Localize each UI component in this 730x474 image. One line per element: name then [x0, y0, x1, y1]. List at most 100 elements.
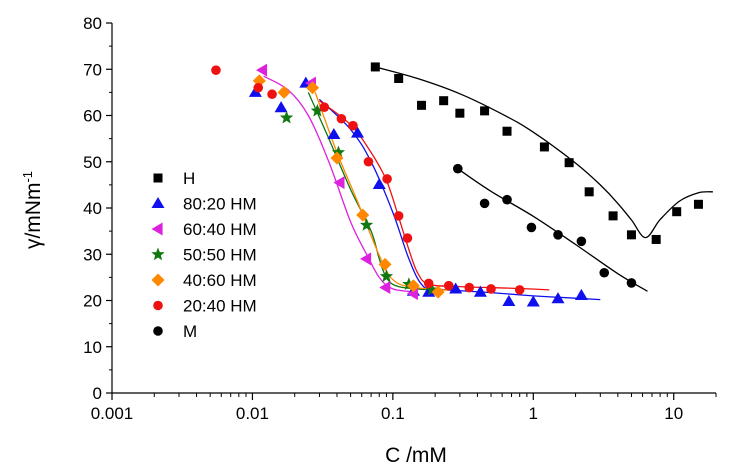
- data-point-h: [672, 207, 682, 217]
- data-point-m: [553, 230, 563, 240]
- data-point-h: [564, 158, 574, 168]
- data-point-h: [651, 234, 661, 244]
- data-point-50-50-hm: [402, 277, 416, 290]
- data-point-60-40-hm: [333, 176, 345, 190]
- data-point-h: [480, 106, 490, 116]
- x-axis-title: C /mM: [385, 444, 447, 467]
- legend-marker-50-50-hm: [151, 247, 165, 261]
- data-point-20-40-hm: [402, 233, 413, 243]
- data-point-40-60-hm: [330, 151, 344, 165]
- y-tick-label: 70: [83, 60, 102, 79]
- axes: 0 10 20 30 40 50 60 70 80 0.001 0.01 0.1 1 10: [83, 14, 717, 423]
- y-tick-label: 80: [83, 14, 102, 33]
- data-point-20-40-hm: [423, 278, 434, 289]
- data-point-m: [526, 222, 537, 233]
- y-tick-label: 10: [83, 338, 102, 357]
- legend-marker-60-40-hm: [151, 222, 163, 236]
- data-point-80-20-hm: [372, 177, 386, 189]
- data-point-40-60-hm: [378, 257, 392, 271]
- y-axis-title-superscript: -1: [20, 171, 35, 183]
- data-point-80-20-hm: [422, 285, 436, 297]
- data-point-40-60-hm: [356, 208, 370, 222]
- data-point-50-50-hm: [331, 145, 346, 159]
- data-point-m: [599, 267, 610, 278]
- fit-line-m: [457, 168, 648, 292]
- legend-label-50-50-hm: 50:50 HM: [183, 246, 257, 265]
- data-point-20-40-hm: [336, 113, 347, 124]
- data-point-m: [626, 278, 637, 288]
- y-axis-title-main: γ/mNm: [22, 183, 45, 250]
- data-point-h: [439, 96, 449, 106]
- data-point-80-20-hm: [551, 292, 565, 304]
- x-tick-label: 0.001: [91, 404, 134, 423]
- data-point-50-50-hm: [359, 218, 374, 231]
- data-point-20-40-hm: [514, 285, 525, 295]
- legend-label-20-40-hm: 20:40 HM: [183, 297, 257, 316]
- y-tick-label: 60: [83, 107, 102, 126]
- data-point-80-20-hm: [574, 288, 588, 300]
- data-point-60-40-hm: [379, 281, 391, 295]
- data-point-m: [479, 198, 490, 209]
- data-point-20-40-hm: [348, 120, 358, 131]
- data-point-20-40-hm: [211, 65, 221, 75]
- data-point-h: [608, 211, 618, 221]
- data-point-20-40-hm: [464, 282, 475, 293]
- data-point-h: [394, 74, 404, 83]
- legend-label-h: H: [183, 169, 195, 188]
- fit-line-80-20-hm: [318, 98, 601, 301]
- y-tick-label: 50: [83, 153, 102, 172]
- data-point-50-50-hm: [279, 110, 294, 124]
- legend-marker-m: [153, 326, 163, 336]
- data-point-h: [584, 187, 594, 197]
- x-tick-label: 10: [664, 404, 683, 423]
- data-point-20-40-hm: [382, 174, 392, 184]
- x-tick-label: 0.1: [381, 404, 405, 423]
- legend-marker-40-60-hm: [151, 273, 165, 287]
- data-point-h: [626, 230, 636, 240]
- legend: H 80:20 HM 60:40 HM 50:50 HM 40:60 HM 20:40 H…: [151, 169, 257, 341]
- fit-line-50-50-hm: [307, 92, 436, 291]
- data-point-h: [417, 100, 427, 110]
- fit-line-40-60-hm: [314, 92, 449, 291]
- data-point-80-20-hm: [351, 126, 365, 138]
- data-point-20-40-hm: [319, 102, 330, 112]
- data-point-50-50-hm: [310, 103, 324, 117]
- data-point-h: [502, 126, 512, 136]
- data-point-40-60-hm: [431, 285, 445, 299]
- data-point-20-40-hm: [393, 211, 404, 221]
- data-points: [211, 62, 703, 307]
- data-point-m: [452, 163, 463, 174]
- data-point-20-40-hm: [443, 280, 454, 291]
- data-point-h: [370, 62, 380, 72]
- y-tick-label: 40: [83, 199, 102, 218]
- data-point-80-20-hm: [327, 127, 341, 140]
- legend-label-40-60-hm: 40:60 HM: [183, 271, 257, 290]
- data-point-60-40-hm: [256, 63, 268, 77]
- data-point-80-20-hm: [502, 294, 516, 306]
- y-axis-title: γ/mNm-1: [20, 171, 45, 249]
- data-point-40-60-hm: [406, 279, 420, 293]
- legend-marker-h: [153, 173, 163, 183]
- data-point-80-20-hm: [526, 295, 540, 307]
- data-point-m: [576, 236, 587, 247]
- legend-marker-80-20-hm: [151, 197, 165, 209]
- x-tick-label: 1: [529, 404, 538, 423]
- data-point-20-40-hm: [363, 156, 374, 167]
- data-point-40-60-hm: [306, 81, 320, 95]
- data-point-20-40-hm: [267, 89, 277, 100]
- data-point-80-20-hm: [274, 101, 288, 113]
- data-point-50-50-hm: [425, 282, 439, 296]
- legend-marker-20-40-hm: [153, 300, 163, 311]
- fit-lines: [263, 66, 713, 301]
- data-point-h: [693, 199, 703, 209]
- fit-line-20-40-hm: [319, 100, 550, 291]
- legend-label-m: M: [183, 322, 197, 341]
- data-point-h: [539, 142, 549, 152]
- legend-label-80-20-hm: 80:20 HM: [183, 195, 257, 214]
- data-point-80-20-hm: [449, 282, 463, 294]
- y-tick-label: 20: [83, 292, 102, 311]
- data-point-40-60-hm: [277, 85, 291, 99]
- y-tick-label: 0: [93, 384, 102, 403]
- y-tick-label: 30: [83, 245, 102, 264]
